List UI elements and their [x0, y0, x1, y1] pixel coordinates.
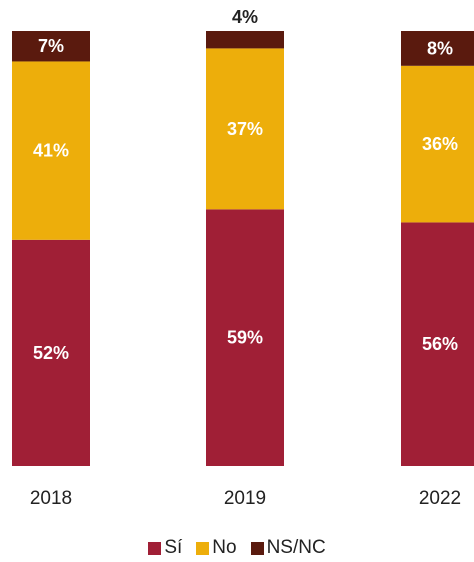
legend-label-si: Sí — [164, 537, 183, 558]
legend-label-no: No — [212, 537, 237, 558]
bar-si-2018 — [12, 239, 90, 466]
bar-no-2022 — [401, 65, 474, 223]
data-label-no-2019: 37% — [227, 119, 263, 139]
bar-si-2022 — [401, 222, 474, 466]
bar-ns-nc-2019 — [206, 31, 284, 49]
bar-si-2019 — [206, 209, 284, 466]
data-label-ns-nc-2018: 7% — [38, 36, 64, 56]
data-label-ns-nc-2019: 4% — [232, 7, 258, 27]
x-tick-label-2018: 2018 — [30, 488, 72, 509]
data-label-ns-nc-2022: 8% — [427, 38, 453, 58]
x-tick-label-2022: 2022 — [419, 488, 461, 509]
data-label-no-2022: 36% — [422, 134, 458, 154]
bar-ns-nc-2022 — [401, 31, 474, 66]
data-label-no-2018: 41% — [33, 141, 69, 161]
bar-ns-nc-2018 — [12, 31, 90, 62]
data-label-si-2022: 56% — [422, 334, 458, 354]
stacked-bar-chart: 52% 41% 7% 2018 59% 37% 4% 2019 56% 36% 8% 2022 — [12, 7, 474, 509]
legend-item-nsnc: NS/NC — [250, 537, 326, 559]
bar-no-2018 — [12, 61, 90, 240]
chart-legend: Sí No NS/NC — [0, 537, 474, 559]
legend-swatch-nsnc — [250, 541, 264, 555]
legend-item-si: Sí — [148, 537, 182, 559]
x-tick-label-2019: 2019 — [224, 488, 266, 509]
legend-label-nsnc: NS/NC — [266, 537, 326, 558]
data-label-si-2019: 59% — [227, 328, 263, 348]
bar-no-2019 — [206, 48, 284, 210]
data-label-si-2018: 52% — [33, 343, 69, 363]
legend-item-no: No — [196, 537, 237, 559]
legend-swatch-no — [196, 541, 210, 555]
legend-swatch-si — [148, 541, 162, 555]
